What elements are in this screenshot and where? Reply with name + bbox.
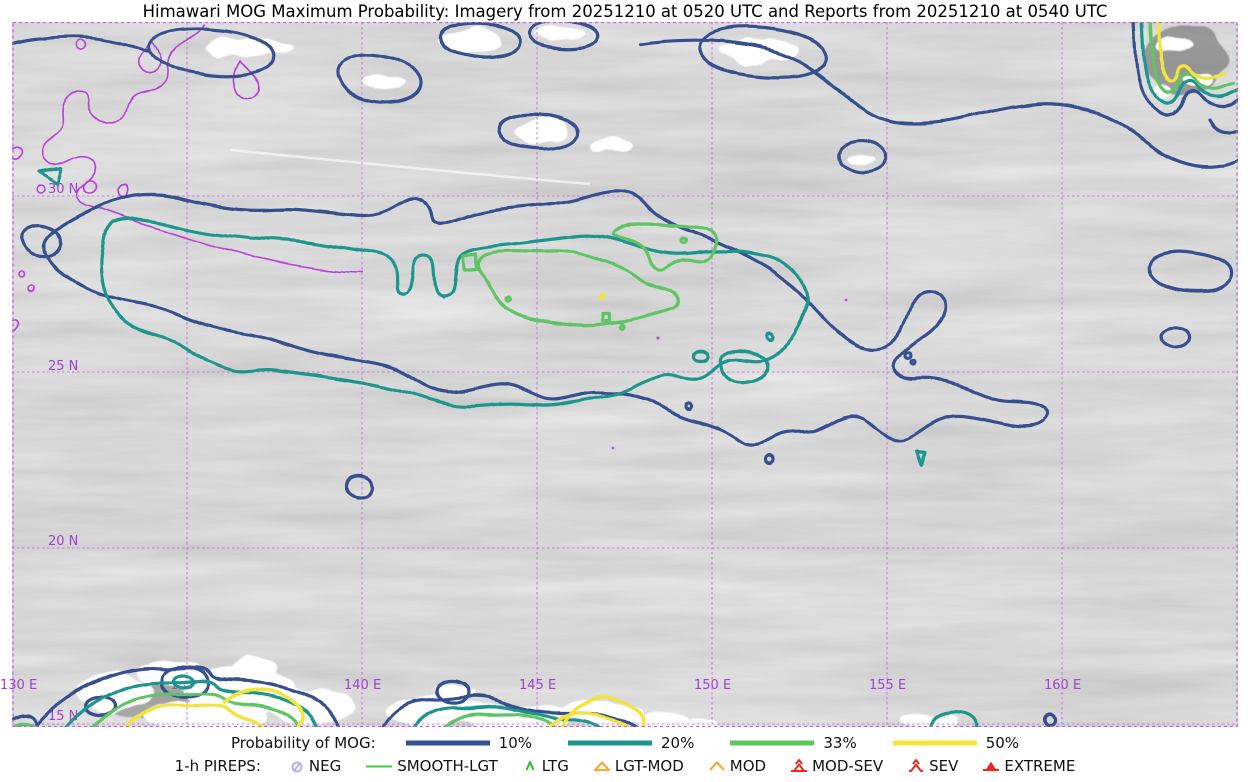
lon-label-145e: 145 E (519, 678, 556, 693)
legend-item-50pct: 50% (891, 734, 1019, 752)
mod-label: MOD (729, 757, 767, 775)
smooth-lgt-icon (366, 765, 393, 768)
legend-item-smooth-lgt: SMOOTH-LGT (365, 757, 498, 775)
legend-item-50pct-label: 50% (985, 734, 1020, 752)
contour-33pct (12, 22, 1236, 727)
legend-item-extreme: EXTREME (982, 757, 1075, 775)
legend-item-mod: MOD (708, 757, 766, 775)
legend-item-20pct: 20% (566, 734, 694, 752)
legend-item-sev: SEV (907, 757, 958, 775)
coastline-lines (12, 23, 363, 331)
neg-label: NEG (308, 757, 342, 775)
probability-20-line-swatch (568, 740, 653, 746)
probability-10-line-swatch (405, 740, 490, 746)
lat-label-30n: 30 N (48, 182, 78, 197)
page-title: Himawari MOG Maximum Probability: Imager… (142, 2, 1108, 21)
legend-item-33pct-label: 33% (823, 734, 857, 752)
legend-item-20pct-label: 20% (661, 734, 695, 752)
contour-10pct (12, 22, 1238, 727)
legend-item-neg: NEG (289, 757, 341, 775)
extreme-triangle-icon (983, 761, 1000, 771)
legend-item-10pct-label: 10% (498, 734, 533, 752)
lon-label-150e: 150 E (694, 678, 731, 693)
sev-icon (909, 759, 924, 772)
legend-item-ltg: LTG (522, 757, 569, 775)
legend-pireps-row: 1-h PIREPS: NEG SMOOTH-LGT LTG LGT-M (0, 756, 1250, 776)
probability-33-line-swatch (730, 740, 815, 746)
legend-probability-row: Probability of MOG: 10% 20% 33% 50% (0, 733, 1250, 753)
lgt-mod-label: LGT-MOD (614, 757, 684, 775)
contrail-streak (229, 148, 591, 186)
map-border (12, 22, 1238, 727)
lon-label-160e: 160 E (1044, 678, 1081, 693)
lon-label-130e: 130 E (0, 678, 37, 693)
probability-50-line-swatch (892, 740, 977, 746)
mod-caret-icon (708, 761, 725, 771)
contour-50pct (123, 22, 1226, 727)
legend-probability-label: Probability of MOG: (230, 734, 376, 752)
map-canvas: 30 N 25 N 20 N 15 N 130 E 135 E 140 E 14… (0, 22, 1238, 727)
contour-20pct (36, 22, 1238, 727)
neg-icon (291, 761, 303, 773)
legend-item-mod-sev: MOD-SEV (790, 757, 883, 775)
lgt-mod-triangle-icon (593, 761, 610, 772)
legend-item-33pct: 33% (728, 734, 857, 752)
smooth-lgt-label: SMOOTH-LGT (397, 757, 498, 775)
graticule-grid-lines (12, 22, 1238, 727)
legend-item-lgt-mod: LGT-MOD (593, 757, 684, 775)
lon-label-155e: 155 E (869, 678, 906, 693)
lat-label-20n: 20 N (48, 534, 78, 549)
satellite-texture (12, 22, 1238, 727)
ltg-caret-icon (525, 761, 535, 771)
lat-label-25n: 25 N (48, 359, 78, 374)
ltg-label: LTG (541, 757, 569, 775)
legend-item-10pct: 10% (404, 734, 532, 752)
sev-label: SEV (929, 757, 959, 775)
mod-sev-label: MOD-SEV (812, 757, 884, 775)
extreme-label: EXTREME (1004, 757, 1076, 775)
legend-pireps-label: 1-h PIREPS: (174, 757, 261, 775)
mod-sev-icon (791, 759, 808, 772)
lon-label-140e: 140 E (344, 678, 381, 693)
